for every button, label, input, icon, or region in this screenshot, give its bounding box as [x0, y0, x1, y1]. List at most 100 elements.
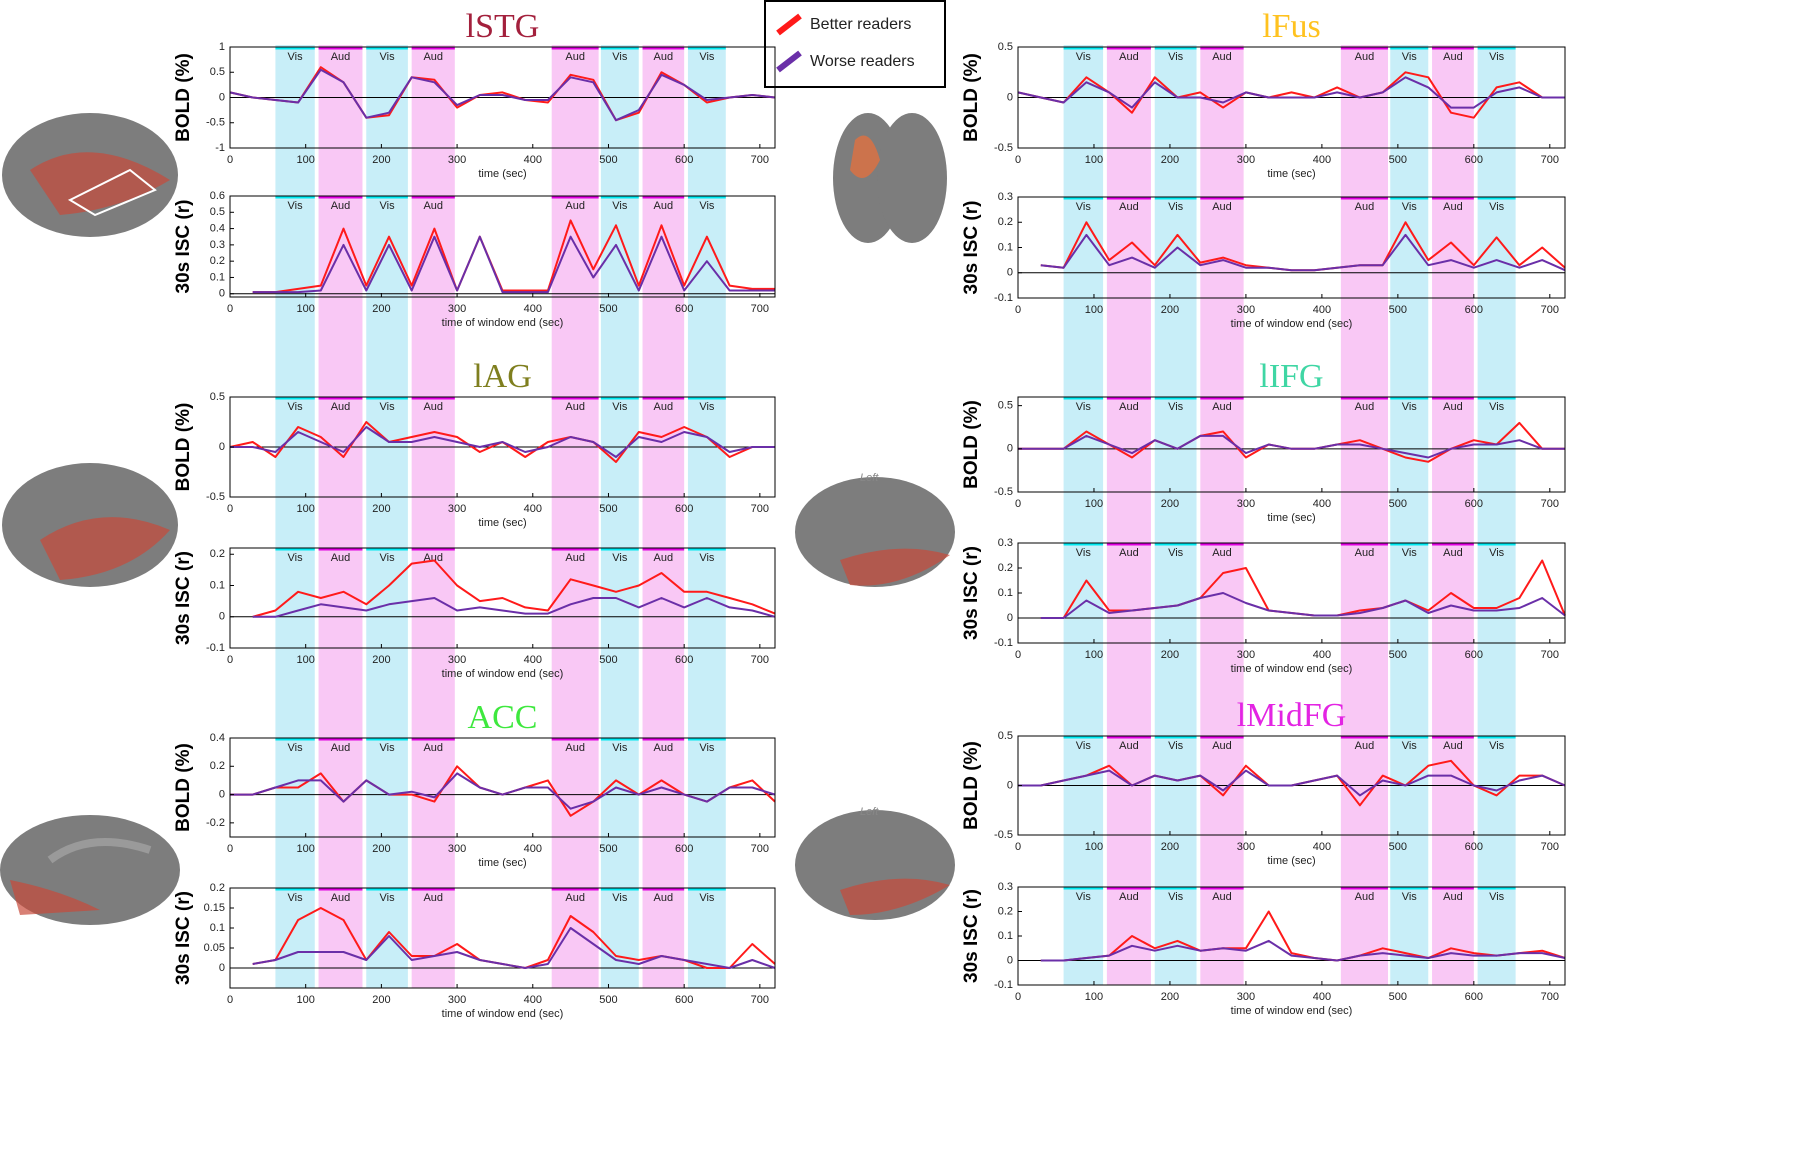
y-tick-label: 0.3 — [998, 191, 1013, 203]
block-label: Vis — [1402, 201, 1418, 213]
y-tick-label: 0.05 — [204, 942, 225, 954]
y-tick-label: 0.5 — [998, 41, 1013, 53]
x-tick-label: 0 — [1015, 841, 1021, 853]
y-tick-label: 0 — [1007, 779, 1013, 791]
y-tick-label: 0 — [219, 962, 225, 974]
x-tick-label: 600 — [675, 154, 693, 166]
x-tick-label: 700 — [1541, 498, 1559, 510]
legend-swatch — [776, 13, 802, 36]
block-label: Vis — [1489, 740, 1505, 752]
block-label: Vis — [699, 51, 715, 63]
x-tick-label: 400 — [524, 843, 542, 855]
stimulus-block — [411, 45, 455, 988]
x-axis-label: time (sec) — [1267, 168, 1315, 180]
y-axis-label: BOLD (%) — [961, 53, 982, 142]
block-label: Vis — [1076, 401, 1092, 413]
subplot: Vis Aud Vis Aud Aud Vis Aud Vis 0 0.05 0.1 0.15 0.2 0… — [173, 882, 776, 1020]
block-label: Aud — [654, 552, 674, 564]
block-label: Aud — [565, 200, 585, 212]
block-label: Vis — [1402, 401, 1418, 413]
block-label: Aud — [1355, 891, 1375, 903]
x-tick-label: 0 — [227, 843, 233, 855]
block-label: Aud — [565, 552, 585, 564]
stimulus-block — [687, 45, 726, 988]
x-tick-label: 500 — [599, 843, 617, 855]
block-label: Vis — [1168, 201, 1184, 213]
block-label: Aud — [1119, 740, 1139, 752]
y-tick-label: -0.2 — [206, 817, 225, 829]
subplot: Vis Aud Vis Aud Aud Vis Aud Vis-0.500.50 100 200 3… — [961, 358, 1566, 524]
block-label: Vis — [699, 200, 715, 212]
block-label: Aud — [1443, 51, 1463, 63]
x-axis-label: time of window end (sec) — [1231, 663, 1353, 675]
legend-label: Better readers — [810, 16, 911, 33]
block-label: Aud — [1443, 547, 1463, 559]
x-tick-label: 300 — [1237, 841, 1255, 853]
x-tick-label: 400 — [1313, 304, 1331, 316]
series-line — [1040, 592, 1566, 619]
y-axis-label: BOLD (%) — [961, 400, 982, 489]
block-label: Vis — [1168, 401, 1184, 413]
x-tick-label: 300 — [448, 154, 466, 166]
y-tick-label: -0.5 — [994, 486, 1013, 498]
stimulus-block — [642, 45, 685, 988]
stimulus-block — [551, 45, 599, 988]
x-tick-label: 0 — [1015, 154, 1021, 166]
series-line — [230, 426, 775, 458]
block-label: Vis — [699, 401, 715, 413]
series-line — [1017, 76, 1565, 109]
subplot: Vis Aud Vis Aud Aud Vis Aud Vis-0.500.50 100 200 3… — [173, 358, 776, 529]
axes-frame — [1017, 396, 1566, 493]
block-label: Aud — [1119, 201, 1139, 213]
y-axis-label: BOLD (%) — [173, 403, 194, 492]
y-tick-label: 0.1 — [210, 922, 225, 934]
block-label: Vis — [1402, 547, 1418, 559]
series-line — [1040, 910, 1566, 962]
block-label: Vis — [612, 51, 628, 63]
axes-frame — [229, 737, 776, 838]
x-axis-label: time (sec) — [478, 517, 526, 529]
stimulus-block — [1106, 45, 1151, 985]
y-tick-label: -0.1 — [206, 642, 225, 654]
block-label: Vis — [1489, 201, 1505, 213]
block-label: Aud — [1212, 547, 1232, 559]
y-tick-label: 0.15 — [204, 902, 225, 914]
x-tick-label: 0 — [1015, 649, 1021, 661]
x-tick-label: 600 — [675, 503, 693, 515]
block-label: Vis — [1076, 51, 1092, 63]
legend-label: Worse readers — [810, 53, 915, 70]
y-tick-label: 0 — [1007, 91, 1013, 103]
block-label: Vis — [1076, 740, 1092, 752]
y-axis-label: BOLD (%) — [173, 743, 194, 832]
series-line — [252, 597, 776, 618]
y-tick-label: 0.5 — [210, 206, 225, 218]
x-tick-label: 300 — [448, 503, 466, 515]
series-line — [252, 559, 776, 618]
x-tick-label: 100 — [297, 843, 315, 855]
block-label: Vis — [699, 552, 715, 564]
x-tick-label: 0 — [1015, 991, 1021, 1003]
block-label: Vis — [612, 200, 628, 212]
x-tick-label: 100 — [1085, 841, 1103, 853]
x-tick-label: 0 — [227, 503, 233, 515]
legend-swatch — [776, 50, 802, 73]
axes-frame — [229, 547, 776, 649]
subplot: Vis Aud Vis Aud Aud Vis Aud Vis -0.2 0 0.2 0.4 0 100 2… — [173, 699, 776, 869]
y-tick-label: 0.2 — [210, 548, 225, 560]
block-label: Vis — [1402, 51, 1418, 63]
y-axis-label: BOLD (%) — [961, 741, 982, 830]
block-label: Aud — [1443, 891, 1463, 903]
y-tick-label: 0 — [219, 788, 225, 800]
x-axis-label: time (sec) — [478, 168, 526, 180]
y-tick-label: 0.1 — [998, 241, 1013, 253]
x-tick-label: 500 — [599, 503, 617, 515]
y-tick-label: 0.2 — [210, 255, 225, 267]
subplot: Vis Aud Vis Aud Aud Vis Aud Vis-0.100.10.20.30 1… — [961, 191, 1566, 330]
stimulus-block — [1154, 45, 1197, 985]
series-line — [1040, 233, 1566, 272]
series-line — [252, 235, 775, 294]
x-tick-label: 0 — [227, 154, 233, 166]
x-tick-label: 500 — [599, 994, 617, 1006]
y-tick-label: -0.5 — [994, 142, 1013, 154]
stimulus-block — [1063, 45, 1104, 985]
